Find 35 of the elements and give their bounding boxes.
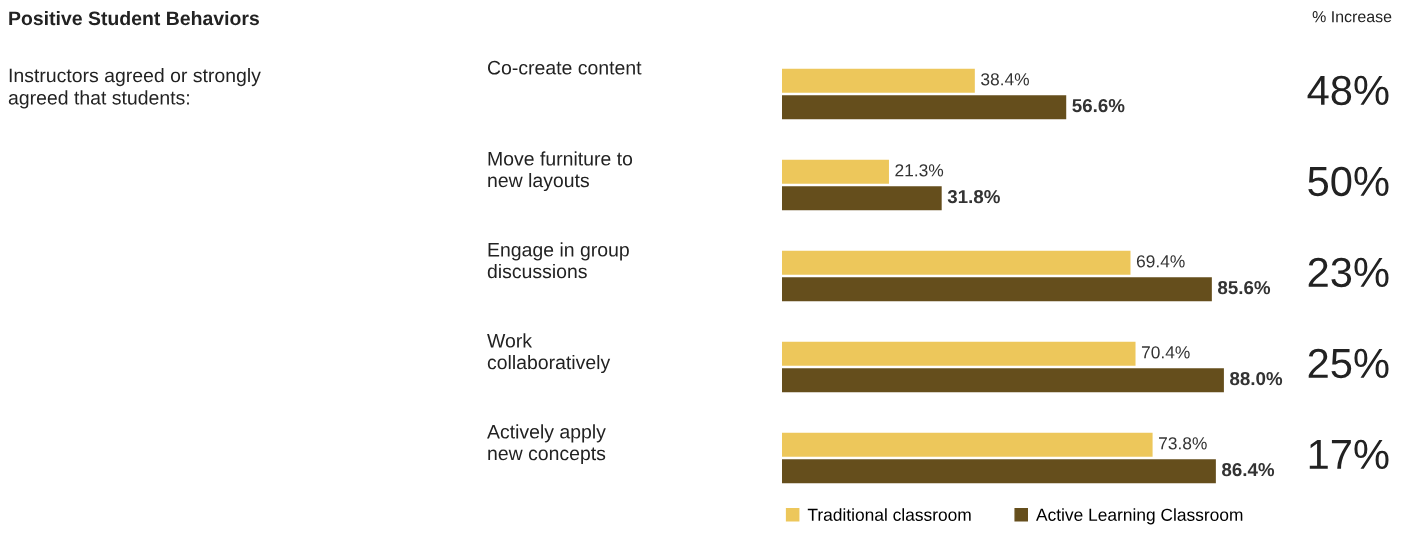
bar <box>782 95 1067 120</box>
y-tick-label: Engage in group discussions <box>487 242 629 279</box>
text: Instructors agreed or strongly agreed that students: <box>8 68 261 109</box>
text: 17% <box>1309 439 1389 470</box>
text: Positive Student Behaviors <box>9 10 259 26</box>
bar <box>782 341 1136 366</box>
data-label: 38.4% <box>981 73 1029 86</box>
bar <box>782 250 1131 275</box>
text: % Increase <box>1312 11 1392 23</box>
bar <box>782 159 889 184</box>
y-tick-label: Work collaboratively <box>487 333 611 374</box>
data-label: 73.8% <box>1159 437 1207 450</box>
text: 23% <box>1308 257 1389 288</box>
legend-label: Active Learning Classroom <box>1036 508 1243 525</box>
legend-label: Traditional classroom <box>807 508 971 521</box>
text: 25% <box>1308 348 1389 379</box>
data-label: 85.6% <box>1218 280 1271 295</box>
text: 48% <box>1307 75 1389 106</box>
data-label: 21.3% <box>895 164 944 177</box>
bar <box>782 432 1153 457</box>
y-tick-label: Move furniture to new layouts <box>488 151 633 192</box>
text: 50% <box>1308 166 1389 197</box>
bar <box>782 459 1216 484</box>
bar <box>782 277 1212 302</box>
data-label: 31.8% <box>947 189 1000 204</box>
bar <box>782 68 975 93</box>
y-tick-label: Co-create content <box>487 60 642 75</box>
data-label: 88.0% <box>1230 371 1283 386</box>
data-label: 86.4% <box>1222 462 1275 477</box>
bar <box>782 368 1224 393</box>
data-label: 56.6% <box>1072 98 1125 113</box>
data-label: 69.4% <box>1136 255 1185 268</box>
y-tick-label: Actively apply new concepts <box>487 424 606 465</box>
bar <box>782 186 942 211</box>
data-label: 70.4% <box>1141 346 1190 359</box>
